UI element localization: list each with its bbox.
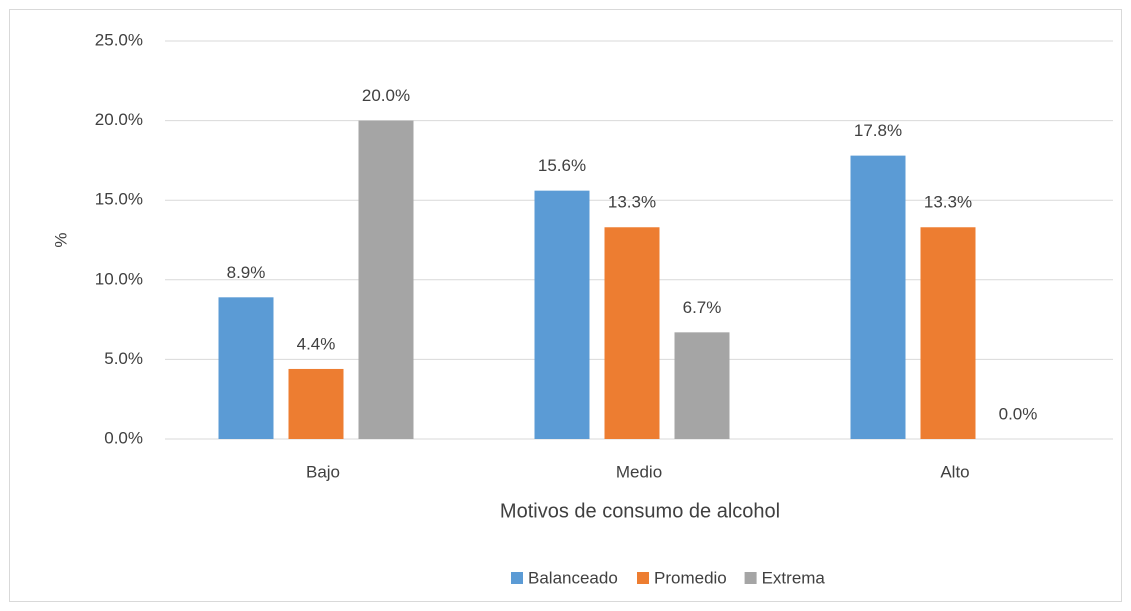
data-label: 4.4% — [297, 334, 336, 353]
x-tick-label: Alto — [940, 462, 969, 481]
data-label: 13.3% — [608, 193, 656, 212]
y-tick-label: 15.0% — [95, 190, 143, 209]
bar — [674, 332, 730, 439]
legend-label: Balanceado — [528, 568, 618, 587]
x-axis-label: Motivos de consumo de alcohol — [500, 500, 780, 522]
y-tick-label: 0.0% — [104, 428, 143, 447]
y-tick-label: 5.0% — [104, 349, 143, 368]
legend-swatch — [511, 572, 523, 584]
x-tick-label: Medio — [616, 462, 662, 481]
legend-swatch — [744, 572, 757, 584]
bar — [218, 297, 274, 439]
legend-label: Extrema — [762, 568, 826, 587]
bar — [534, 190, 590, 439]
data-label: 6.7% — [683, 298, 722, 317]
legend-swatch — [637, 572, 649, 584]
y-tick-label: 20.0% — [95, 110, 143, 129]
bar — [920, 227, 976, 439]
data-label: 0.0% — [999, 404, 1038, 423]
data-label: 20.0% — [362, 86, 410, 105]
y-tick-label: 10.0% — [95, 269, 143, 288]
bar — [288, 368, 344, 439]
bar — [850, 155, 906, 439]
legend-label: Promedio — [654, 568, 727, 587]
y-axis-label: % — [51, 232, 70, 247]
data-label: 13.3% — [924, 193, 972, 212]
bar — [358, 120, 414, 439]
bar — [604, 227, 660, 439]
x-tick-label: Bajo — [306, 462, 340, 481]
data-label: 15.6% — [538, 156, 586, 175]
data-label: 17.8% — [854, 121, 902, 140]
y-tick-label: 25.0% — [95, 30, 143, 49]
data-label: 8.9% — [227, 263, 266, 282]
